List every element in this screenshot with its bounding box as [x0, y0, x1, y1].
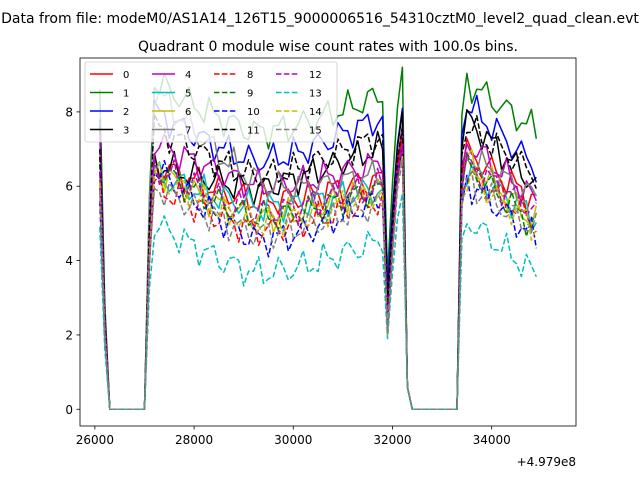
x-tick-label-32000: 32000	[373, 433, 411, 447]
series-line-11	[99, 113, 537, 411]
legend-frame	[84, 61, 338, 143]
y-axis: 0 2 4 6 8	[65, 105, 80, 417]
legend-label-6: 6	[185, 107, 191, 118]
legend-label-4: 4	[185, 70, 191, 81]
x-tick-label-30000: 30000	[274, 433, 312, 447]
y-tick-label-8: 8	[65, 105, 73, 119]
series-line-12	[99, 144, 537, 411]
legend-label-3: 3	[123, 126, 129, 137]
legend-label-5: 5	[185, 89, 191, 100]
legend-label-7: 7	[185, 126, 191, 137]
chart-title: Quadrant 0 module wise count rates with …	[138, 39, 518, 55]
x-tick-label-26000: 26000	[76, 433, 114, 447]
legend-label-13: 13	[309, 89, 322, 100]
legend-label-8: 8	[247, 70, 253, 81]
x-axis-offset-label: +4.979e8	[517, 455, 576, 469]
series-line-15	[99, 159, 538, 411]
legend-label-15: 15	[309, 126, 322, 137]
y-tick-label-4: 4	[65, 254, 73, 268]
legend-label-12: 12	[309, 70, 322, 81]
figure-suptitle: Data from file: modeM0/AS1A14_126T15_900…	[1, 11, 639, 27]
legend-label-9: 9	[247, 89, 253, 100]
series-line-9	[99, 148, 537, 411]
x-axis: 26000 28000 30000 32000 34000	[76, 426, 511, 447]
legend-label-0: 0	[123, 70, 129, 81]
legend-label-10: 10	[247, 107, 260, 118]
legend-label-1: 1	[123, 89, 129, 100]
series-line-3	[99, 108, 537, 411]
legend-label-2: 2	[123, 107, 129, 118]
y-tick-label-2: 2	[65, 328, 73, 342]
series-line-8	[99, 140, 537, 411]
y-tick-label-0: 0	[65, 403, 73, 417]
x-tick-label-34000: 34000	[473, 433, 511, 447]
series-line-13	[99, 192, 537, 411]
series-line-4	[99, 126, 537, 411]
x-tick-label-28000: 28000	[175, 433, 213, 447]
y-tick-label-6: 6	[65, 180, 73, 194]
legend-label-11: 11	[247, 126, 260, 137]
series-layer	[99, 66, 538, 411]
legend-label-14: 14	[309, 107, 322, 118]
plot-frame	[79, 57, 577, 427]
